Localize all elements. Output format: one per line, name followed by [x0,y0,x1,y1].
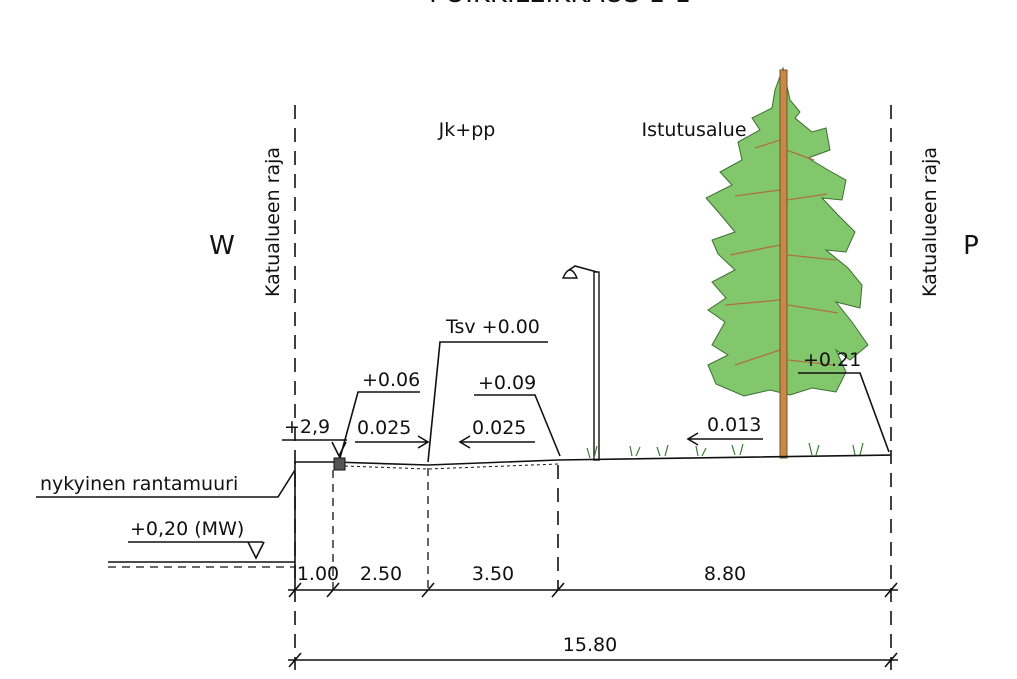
tree [705,66,869,459]
level-mark [282,439,347,458]
level-mark [128,541,265,560]
leader [427,341,548,463]
leader [474,394,561,457]
leader [798,372,890,453]
ground-line [294,454,892,590]
title: POIKKILEIKKAUS 1-1 [429,0,691,9]
slope-arrow [686,432,763,446]
zone-label: Istutusalue [641,119,746,141]
slope-arrow [458,435,535,449]
dimension-label: 8.80 [704,563,746,585]
pavement-hatch [344,463,559,470]
dimension-label: 15.80 [563,634,617,656]
curb [333,457,346,471]
dimension-label: 3.50 [472,563,514,585]
zone-label: Jk+pp [438,119,496,141]
side-label: W [209,231,235,261]
boundary-label: Katualueen raja [919,147,941,297]
slope-arrow [355,435,430,449]
dimension-label: 2.50 [360,563,402,585]
slope-label: 0.025 [472,417,526,439]
level-label: Tsv +0.00 [445,316,540,338]
level-label: +0.09 [478,372,536,394]
wall-label: nykyinen rantamuuri [40,473,238,495]
side-label: P [963,231,979,261]
water-level: +0,20 (MW) [130,518,244,540]
slope-label: 0.013 [707,414,761,436]
level-label: +0.06 [362,369,420,391]
dimension-label: 1.00 [297,563,339,585]
leader [36,469,296,498]
level-label: +0.21 [803,349,861,371]
boundary-label: Katualueen raja [262,147,284,297]
street-lamp [561,265,600,461]
dimension-line [288,582,898,668]
slope-label: 0.025 [357,417,411,439]
leader [339,391,420,459]
level-label: +2,9 [284,416,330,438]
